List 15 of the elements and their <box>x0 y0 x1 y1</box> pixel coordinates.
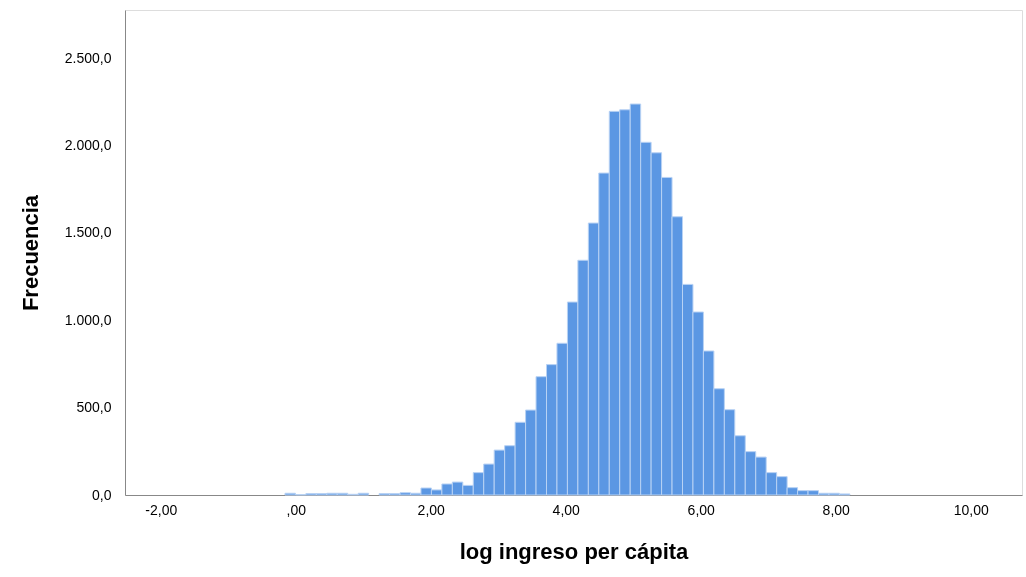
y-axis-title: Frecuencia <box>17 194 43 312</box>
x-tick-label: 6,00 <box>687 501 716 518</box>
y-tick-label: 2.500,0 <box>64 49 112 66</box>
y-tick-label: 2.000,0 <box>64 136 112 153</box>
x-tick-label: 8,00 <box>822 501 851 518</box>
y-tick-label: 1.000,0 <box>64 311 112 328</box>
x-axis-title: log ingreso per cápita <box>459 538 690 564</box>
x-tick-label: 4,00 <box>552 501 581 518</box>
y-tick-label: 1.500,0 <box>64 224 112 241</box>
x-tick-label: 10,00 <box>953 501 989 518</box>
y-tick-label: 0,0 <box>92 486 112 503</box>
x-tick-label: -2,00 <box>145 501 178 518</box>
y-tick-label: 500,0 <box>76 399 112 416</box>
x-tick-label: ,00 <box>286 501 307 518</box>
x-tick-label: 2,00 <box>417 501 446 518</box>
